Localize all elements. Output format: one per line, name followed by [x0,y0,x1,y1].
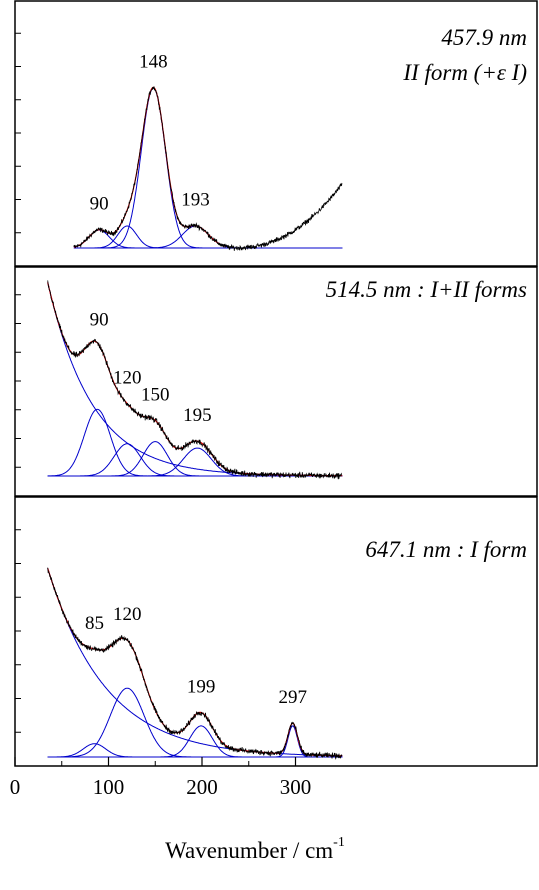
panel-1: 90 148 193 457.9 nm II form (+ε I) [14,0,538,267]
peak-label-150: 150 [141,384,170,405]
panel-3: 85 120 199 297 647.1 nm : I form [14,496,538,767]
x-tick-label-300: 300 [280,775,312,799]
x-axis: 0 100 200 300 [10,757,312,799]
panel-title-line-1: 457.9 nm [441,25,527,50]
peak-label-120: 120 [113,604,142,625]
fit-peak-85 [47,743,343,758]
peak-label-85: 85 [85,613,104,634]
peak-label-90: 90 [90,194,109,215]
panel-title-line-1: 514.5 nm : I+II forms [326,277,527,302]
measured-spectrum [73,86,343,251]
measured-spectrum [47,567,343,760]
fit-components [47,568,343,758]
measured-spectrum [47,280,343,480]
panel-title-line-1: 647.1 nm : I form [365,537,527,562]
peak-label-297: 297 [278,687,307,708]
fit-total-curve [47,568,343,757]
x-tick-label-200: 200 [186,775,218,799]
fit-total-curve [73,86,226,248]
peak-label-120: 120 [113,368,142,389]
y-axis-ticks [15,32,21,234]
y-axis-ticks [15,529,21,733]
x-axis-title-superscript: -1 [333,835,345,850]
peak-label-195: 195 [183,405,212,426]
fit-peak-297 [47,725,343,758]
x-tick-label-100: 100 [93,775,125,799]
peak-label-199: 199 [187,677,216,698]
x-axis-title: Wavenumber / cm-1 [165,835,345,863]
peak-label-148: 148 [139,51,168,72]
x-tick-label-0: 0 [10,775,21,799]
fit-peak-195 [47,447,343,477]
fit-peak-150 [47,441,343,477]
peak-label-90: 90 [90,309,109,330]
fit-background-curve [47,568,343,757]
x-axis-title-text: Wavenumber / cm [165,838,333,863]
peak-label-193: 193 [181,190,210,211]
panel-title-line-2: II form (+ε I) [402,60,527,85]
y-axis-ticks [15,294,21,468]
